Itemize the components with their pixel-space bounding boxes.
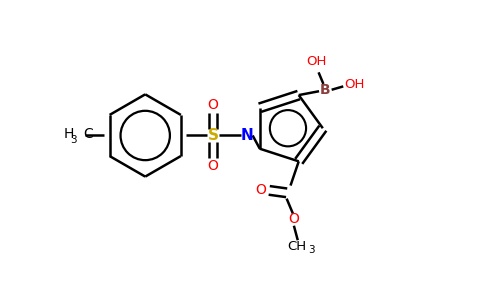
Text: 3: 3: [70, 135, 76, 145]
Text: H: H: [63, 127, 74, 141]
Text: S: S: [208, 128, 218, 143]
Text: OH: OH: [306, 55, 327, 68]
Text: C: C: [83, 127, 93, 141]
Text: OH: OH: [344, 78, 364, 92]
Text: N: N: [241, 128, 253, 143]
Text: 3: 3: [308, 245, 315, 255]
Text: O: O: [208, 98, 218, 112]
Text: O: O: [208, 160, 218, 173]
Text: CH: CH: [287, 239, 306, 253]
Text: O: O: [256, 183, 266, 197]
Text: B: B: [320, 83, 331, 97]
Text: O: O: [288, 212, 299, 226]
